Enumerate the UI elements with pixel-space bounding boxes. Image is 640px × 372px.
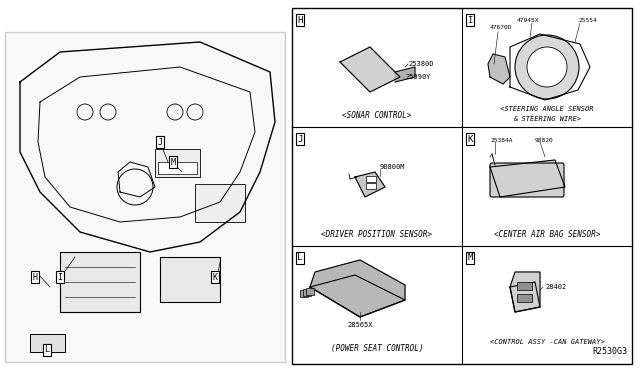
Text: <STEERING ANGLE SENSOR: <STEERING ANGLE SENSOR	[500, 106, 594, 112]
Text: 47945X: 47945X	[516, 17, 540, 22]
Text: I: I	[58, 273, 63, 282]
Bar	[160, 257, 220, 302]
Polygon shape	[355, 172, 385, 197]
Polygon shape	[340, 47, 400, 92]
Text: 98800M: 98800M	[380, 164, 406, 170]
Bar	[306, 288, 314, 295]
Text: J: J	[157, 138, 163, 147]
Text: 28402: 28402	[545, 284, 566, 290]
Text: 25554: 25554	[578, 17, 596, 22]
Text: 98820: 98820	[535, 138, 554, 142]
Text: M: M	[170, 157, 175, 167]
Bar	[5, 32, 285, 362]
Text: 25990Y: 25990Y	[405, 74, 431, 80]
Text: 28565X: 28565X	[348, 322, 372, 328]
Text: M: M	[467, 253, 473, 263]
Text: 47670D: 47670D	[490, 25, 513, 29]
Polygon shape	[395, 67, 415, 82]
Polygon shape	[488, 54, 510, 84]
Polygon shape	[510, 272, 540, 312]
Text: H: H	[298, 16, 303, 25]
Text: K: K	[467, 135, 473, 144]
Text: K: K	[212, 273, 218, 282]
Text: <SONAR CONTROL>: <SONAR CONTROL>	[342, 110, 412, 119]
Text: (POWER SEAT CONTROL): (POWER SEAT CONTROL)	[331, 343, 423, 353]
Text: <CENTER AIR BAG SENSOR>: <CENTER AIR BAG SENSOR>	[494, 230, 600, 238]
Text: I: I	[467, 16, 473, 25]
Bar	[366, 183, 376, 189]
Text: & STEERING WIRE>: & STEERING WIRE>	[513, 116, 581, 122]
Text: L: L	[45, 346, 49, 355]
Circle shape	[515, 35, 579, 99]
Bar	[303, 289, 311, 296]
Bar	[158, 162, 197, 174]
Polygon shape	[310, 260, 405, 317]
Bar	[292, 8, 632, 364]
Text: R2530G3: R2530G3	[592, 347, 627, 356]
Bar	[300, 290, 308, 297]
Polygon shape	[510, 282, 540, 312]
Text: <CONTROL ASSY -CAN GATEWAY>: <CONTROL ASSY -CAN GATEWAY>	[490, 339, 604, 345]
Polygon shape	[310, 275, 405, 317]
Text: L: L	[298, 253, 303, 263]
Bar	[155, 149, 200, 177]
Text: 25384A: 25384A	[490, 138, 513, 142]
Text: J: J	[298, 135, 303, 144]
Text: <DRIVER POSITION SENSOR>: <DRIVER POSITION SENSOR>	[321, 230, 433, 238]
Text: H: H	[33, 273, 38, 282]
Bar	[366, 176, 376, 182]
Circle shape	[527, 47, 567, 87]
Bar	[195, 184, 245, 222]
Bar	[517, 282, 532, 290]
Bar	[60, 252, 140, 312]
Text: 25380D: 25380D	[408, 61, 433, 67]
FancyBboxPatch shape	[490, 163, 564, 197]
Polygon shape	[490, 160, 565, 197]
Bar	[30, 334, 65, 352]
Bar	[517, 294, 532, 302]
